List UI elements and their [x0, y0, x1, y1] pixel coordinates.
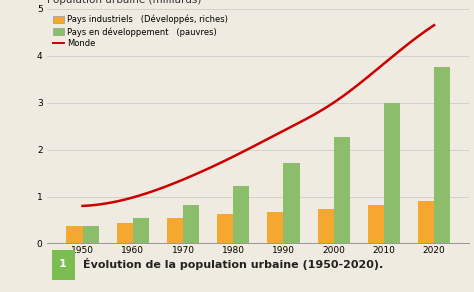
Bar	[384, 103, 400, 244]
Bar	[117, 223, 133, 244]
Bar	[66, 226, 82, 244]
Bar	[267, 212, 283, 244]
Bar	[318, 209, 334, 244]
Bar	[217, 214, 233, 244]
Bar	[233, 186, 249, 244]
Text: Évolution de la population urbaine (1950-2020).: Évolution de la population urbaine (1950…	[83, 258, 383, 270]
Text: Population urbaine (milliards): Population urbaine (milliards)	[47, 0, 202, 5]
Bar	[434, 67, 450, 244]
Bar	[133, 218, 149, 244]
Text: 1: 1	[59, 259, 67, 269]
Bar	[368, 204, 384, 244]
Bar	[82, 226, 99, 244]
Bar	[418, 201, 434, 244]
Bar	[283, 163, 300, 244]
Bar	[167, 218, 183, 244]
Bar	[334, 137, 350, 244]
Legend: Pays industriels   (Développés, riches), Pays en développement   (pauvres), Mond: Pays industriels (Développés, riches), P…	[52, 13, 230, 50]
Bar	[183, 205, 199, 244]
FancyBboxPatch shape	[52, 250, 75, 280]
